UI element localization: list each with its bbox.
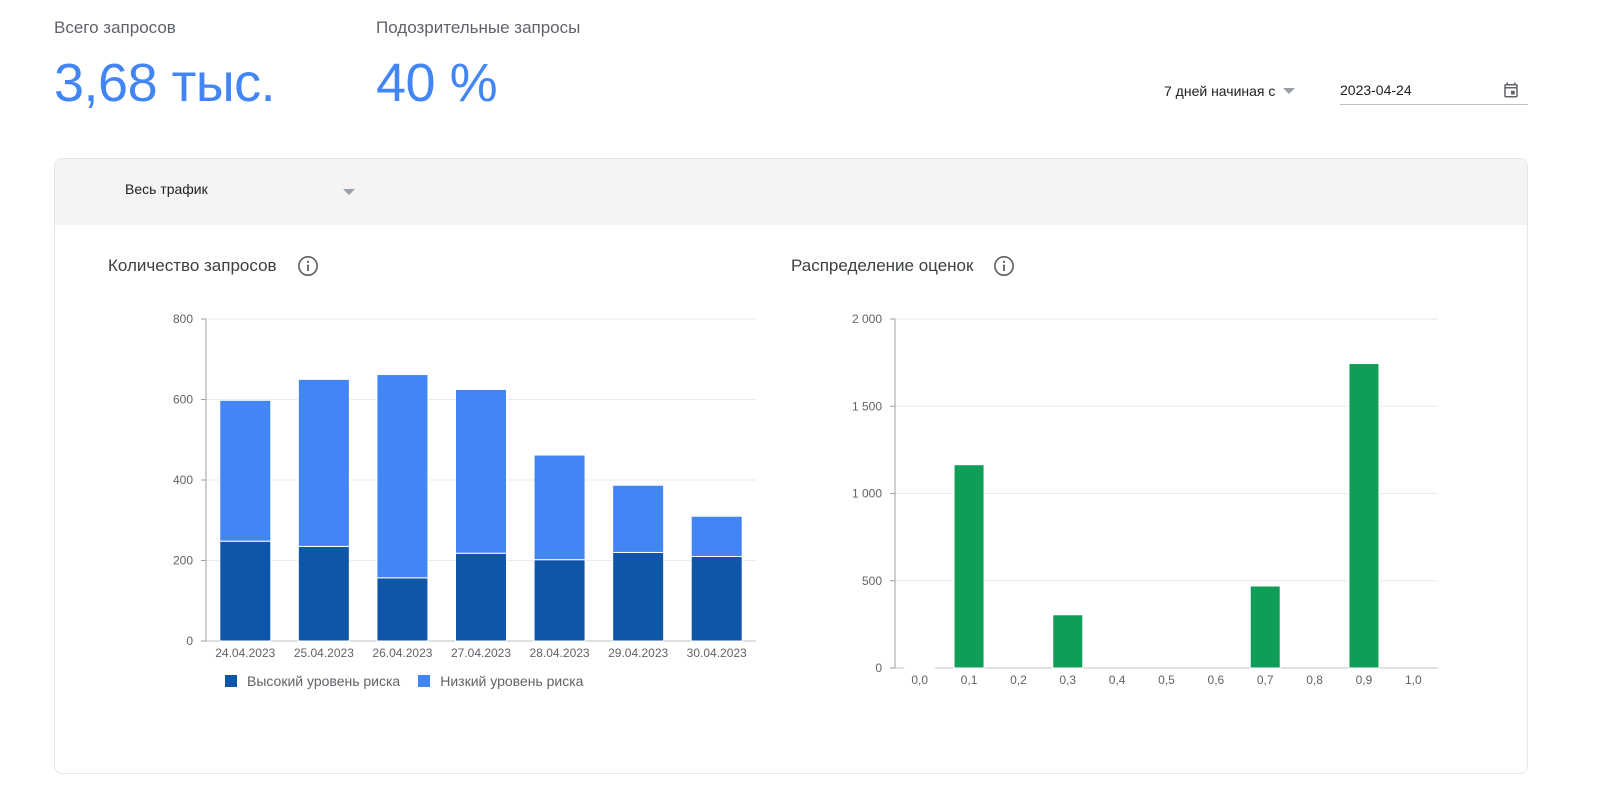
x-tick-label: 30.04.2023 (687, 646, 747, 660)
y-tick-label: 0 (186, 634, 193, 648)
period-select-label: 7 дней начиная с (1164, 83, 1276, 99)
bar (612, 484, 665, 553)
x-tick-label: 24.04.2023 (215, 646, 275, 660)
metric-suspicious-label: Подозрительные запросы (376, 18, 581, 37)
info-icon[interactable] (297, 255, 319, 277)
metric-total-label: Всего запросов (54, 18, 176, 37)
scores-chart-title-text: Распределение оценок (791, 256, 974, 275)
chevron-down-icon (343, 189, 355, 195)
x-tick-label: 0,5 (1158, 673, 1175, 687)
x-tick-label: 0,8 (1306, 673, 1323, 687)
x-tick-label: 29.04.2023 (608, 646, 668, 660)
bar (1052, 614, 1084, 669)
period-select[interactable]: 7 дней начиная с (1164, 80, 1296, 102)
metric-total-requests: Всего запросов 3,68 тыс. (54, 18, 276, 114)
bar (1348, 362, 1380, 669)
x-tick-label: 0,9 (1356, 673, 1373, 687)
x-tick-label: 27.04.2023 (451, 646, 511, 660)
bar (533, 454, 586, 561)
y-tick-label: 400 (173, 473, 193, 487)
y-tick-label: 800 (173, 312, 193, 326)
bar (690, 555, 743, 642)
x-tick-label: 0,0 (911, 673, 928, 687)
bar (612, 551, 665, 642)
metric-suspicious-value: 40 % (376, 53, 498, 113)
bar (297, 378, 350, 547)
requests-bar-chart: 0 200 400 600 800 24.04.2023 25.04.2023 26.04.2… (173, 312, 756, 660)
x-tick-label: 0,4 (1109, 673, 1126, 687)
legend-swatch-low-risk (418, 675, 431, 687)
metric-suspicious-requests: Подозрительные запросы 40 % (376, 18, 580, 114)
bar (1249, 585, 1281, 669)
legend-label-high-risk: Высокий уровень риска (247, 673, 401, 689)
bar (455, 388, 507, 554)
bar (219, 399, 272, 542)
requests-chart-title-text: Количество запросов (108, 256, 277, 275)
y-tick-label: 0 (875, 661, 882, 675)
info-icon[interactable] (993, 255, 1015, 277)
bar (297, 545, 350, 642)
calendar-icon[interactable] (1502, 81, 1520, 99)
y-tick-label: 600 (173, 393, 193, 407)
requests-chart-legend: Высокий уровень риска Низкий уровень рис… (225, 673, 601, 689)
y-tick-label: 2 000 (852, 312, 882, 326)
bar (533, 559, 586, 642)
card-header: Весь трафик (55, 159, 1527, 225)
bar (953, 464, 985, 669)
y-tick-label: 500 (862, 574, 882, 588)
requests-chart-title: Количество запросов (108, 255, 319, 277)
x-tick-label: 25.04.2023 (294, 646, 354, 660)
bar (219, 540, 272, 642)
chevron-down-icon (1283, 88, 1296, 94)
traffic-filter-label: Весь трафик (125, 181, 208, 197)
legend-swatch-high-risk (225, 675, 237, 687)
y-tick-label: 200 (173, 554, 193, 568)
traffic-filter-select[interactable]: Весь трафик (125, 181, 355, 203)
bar (455, 552, 507, 642)
scores-bar-chart: 0 500 1 000 1 500 2 000 0,0 0,1 0,2 0,3 0,4 0,5 0,6… (852, 312, 1438, 687)
y-tick-label: 1 000 (852, 487, 882, 501)
x-tick-label: 0,2 (1010, 673, 1027, 687)
traffic-card: Весь трафик Количество запросов Распреде… (54, 158, 1528, 774)
x-tick-label: 0,3 (1059, 673, 1076, 687)
x-tick-label: 0,7 (1257, 673, 1274, 687)
legend-item-low-risk[interactable]: Низкий уровень риска (418, 673, 583, 689)
bar (690, 515, 743, 557)
x-tick-label: 0,1 (961, 673, 978, 687)
x-tick-label: 28.04.2023 (530, 646, 590, 660)
metric-total-value: 3,68 тыс. (54, 53, 276, 113)
x-tick-label: 0,6 (1208, 673, 1225, 687)
start-date-input[interactable] (1340, 78, 1490, 98)
bar (904, 666, 936, 669)
legend-label-low-risk: Низкий уровень риска (440, 673, 584, 689)
scores-chart-title: Распределение оценок (791, 255, 1015, 277)
bar (376, 577, 429, 642)
x-tick-label: 26.04.2023 (372, 646, 432, 660)
start-date-field (1340, 78, 1528, 105)
y-tick-label: 1 500 (852, 399, 882, 413)
x-tick-label: 1,0 (1405, 673, 1422, 687)
bar (376, 374, 429, 579)
legend-item-high-risk[interactable]: Высокий уровень риска (225, 673, 400, 689)
